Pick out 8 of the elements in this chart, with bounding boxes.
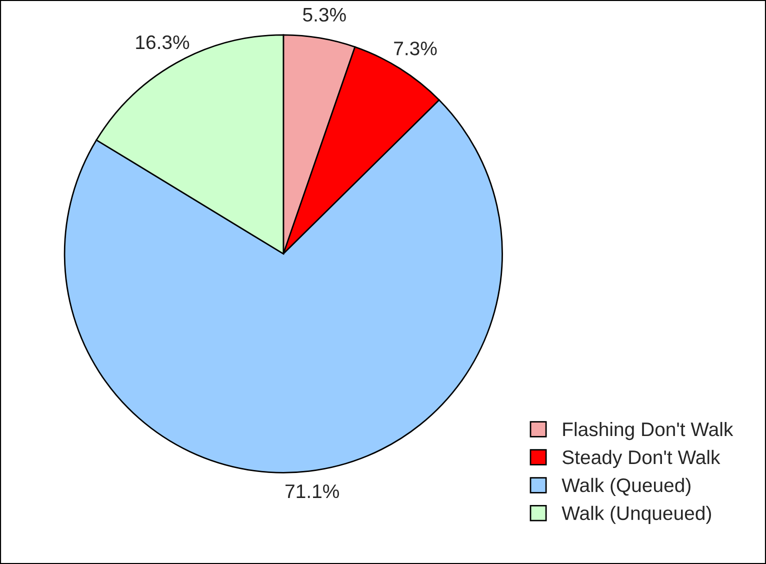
data-label: 7.3% [394, 42, 437, 56]
data-label: 71.1% [286, 484, 339, 498]
legend-label: Walk (Unqueued) [562, 506, 711, 524]
data-label: 5.3% [303, 8, 346, 22]
legend-label: Flashing Don't Walk [563, 422, 734, 440]
data-label: 16.3% [136, 35, 190, 50]
legend-label: Walk (Queued) [562, 478, 690, 496]
legend-label: Steady Don't Walk [562, 450, 720, 468]
